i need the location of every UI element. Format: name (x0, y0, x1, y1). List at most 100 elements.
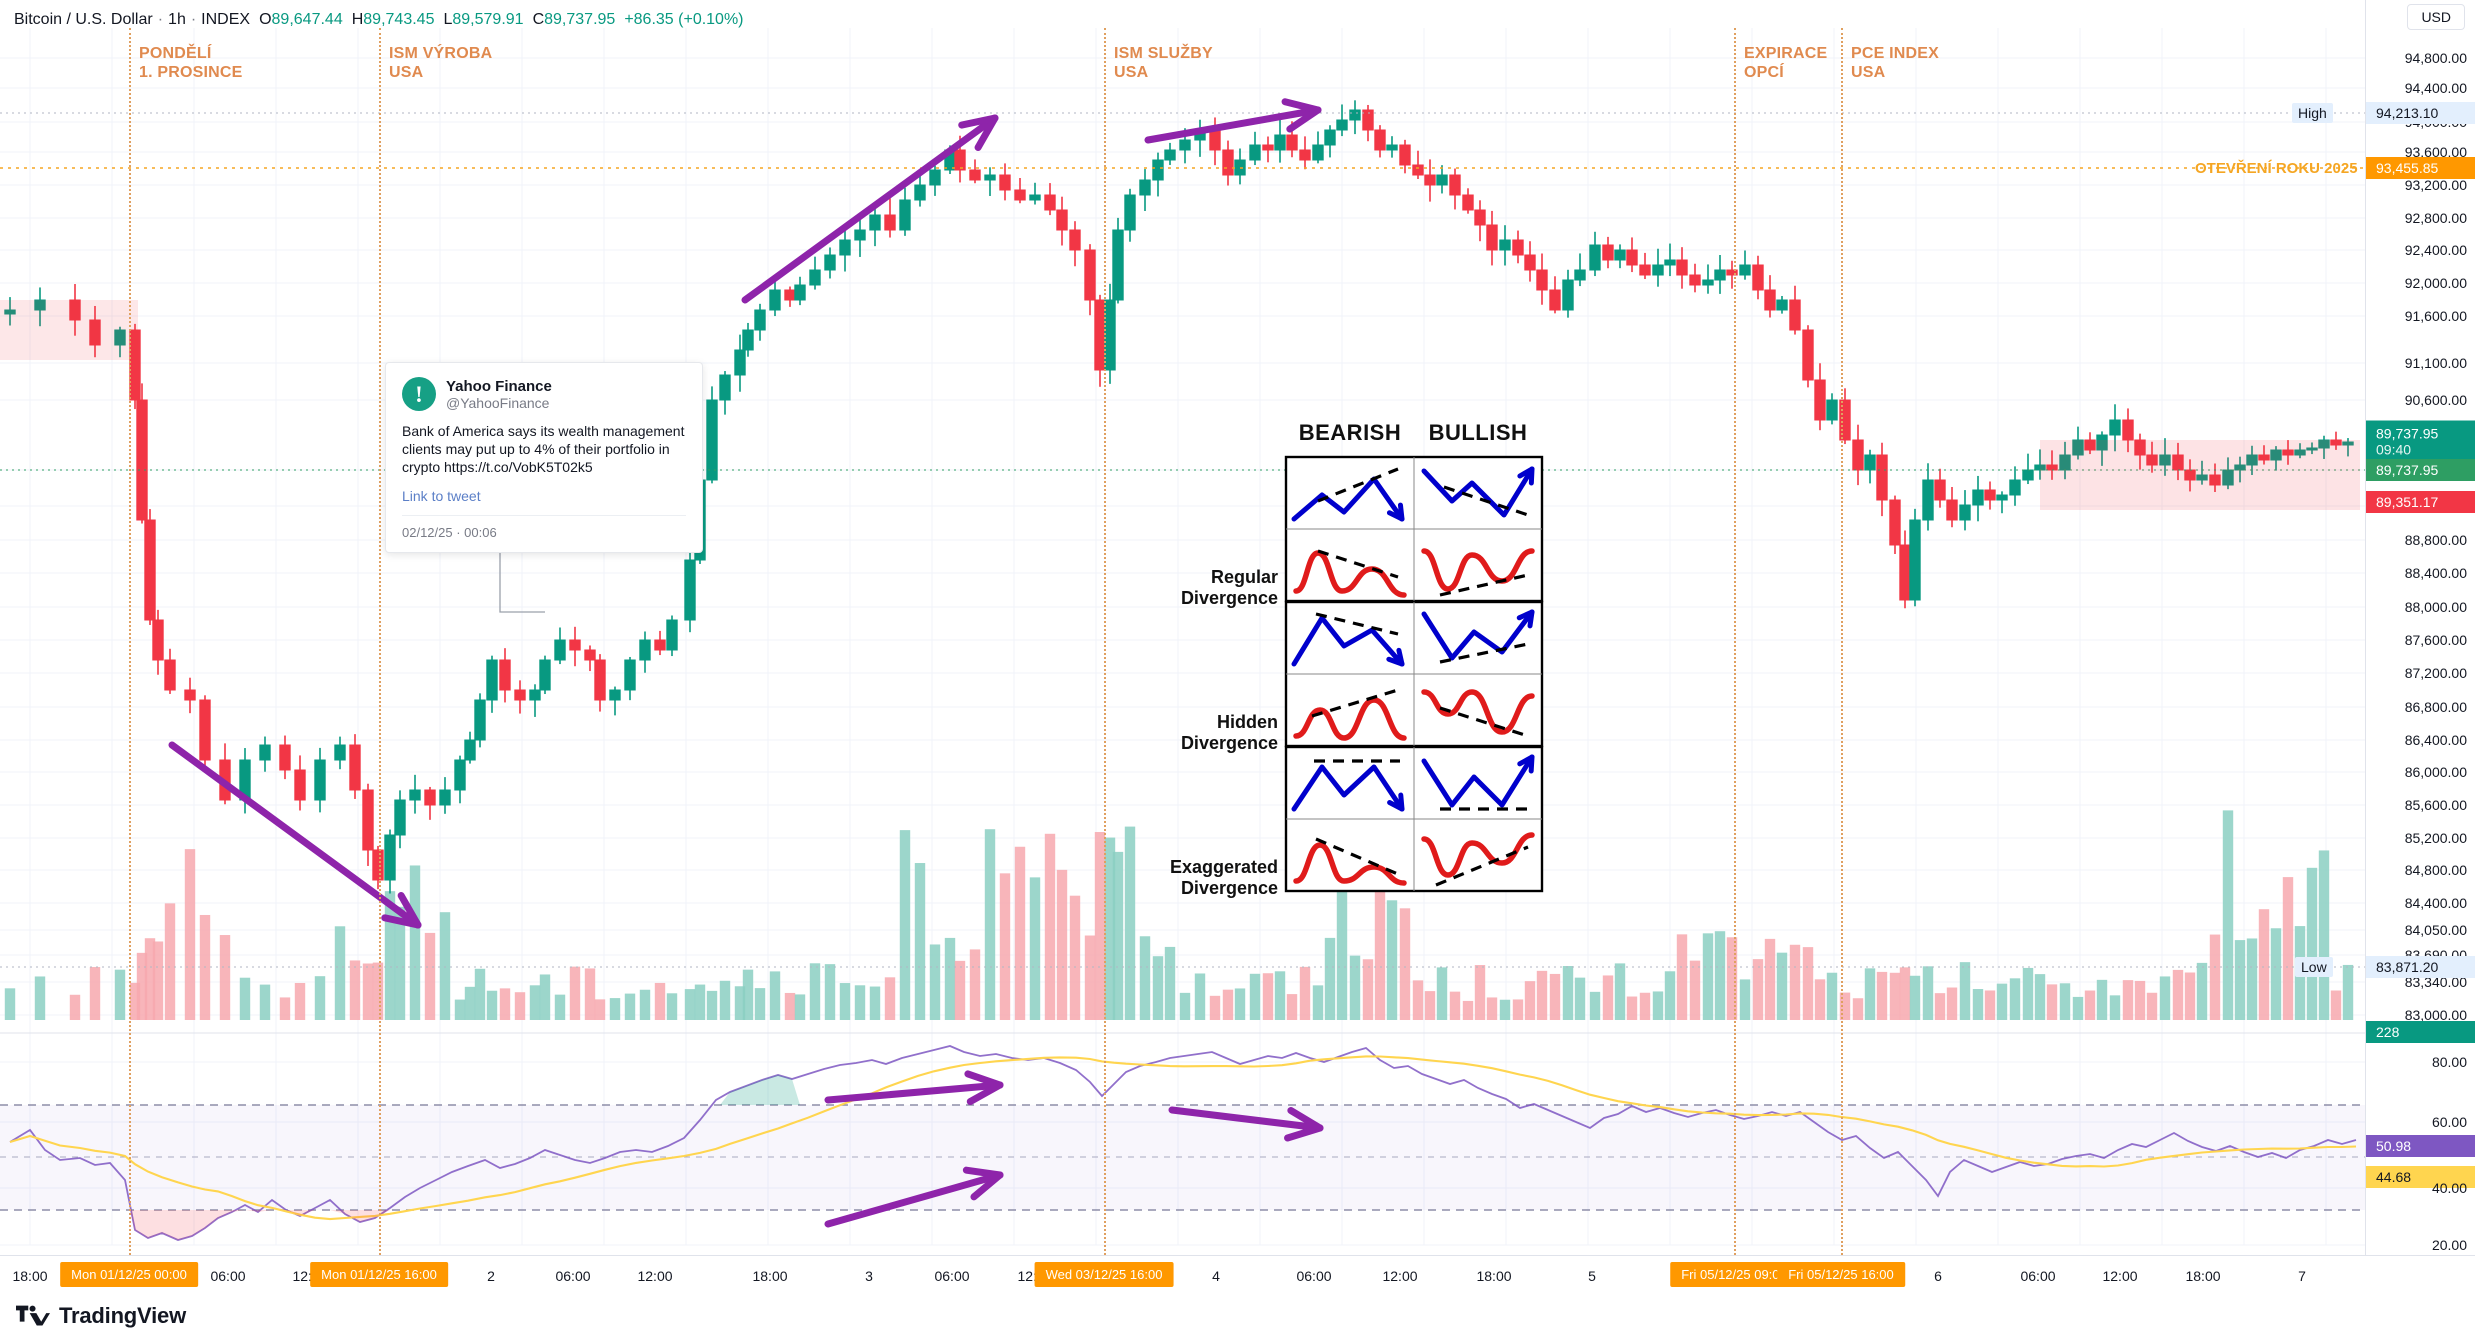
legend-close-value: 89,737.95 (544, 11, 616, 28)
price-axis[interactable]: USD 94,800.0094,400.0094,000.0093,600.00… (2365, 0, 2475, 1255)
event-label: ISM VÝROBA USA (389, 44, 492, 82)
annotation-arrow-price-up-2[interactable] (1144, 98, 1322, 144)
legend-open-label: O (259, 11, 272, 28)
time-axis[interactable]: 18:00 Mon 01/12/25 00:00 06:00 12:00 Mon 01/… (0, 1255, 2475, 1300)
price-tick-label: 86,000.00 (2404, 764, 2467, 780)
time-axis-label: 18:00 (752, 1268, 788, 1284)
event-label-line2: OPCÍ (1744, 64, 1784, 81)
chart-legend[interactable]: Bitcoin / U.S. Dollar · 1h · INDEX O89,6… (14, 9, 744, 31)
legend-open-value: 89,647.44 (271, 11, 343, 28)
event-label-line1: ISM SLUŽBY (1114, 45, 1213, 62)
time-axis-date-badge: Mon 01/12/25 16:00 (310, 1262, 448, 1287)
time-axis-label: 3 (865, 1268, 873, 1284)
time-axis-label: 12:00 (2102, 1268, 2138, 1284)
time-axis-label: 5 (1588, 1268, 1596, 1284)
annotation-arrow-rsi-3[interactable] (824, 1166, 1004, 1228)
annotation-arrow-rsi-1[interactable] (824, 1070, 1004, 1106)
legend-sep-1: · (157, 11, 164, 28)
event-vertical-line[interactable] (379, 28, 381, 1255)
event-vertical-line[interactable] (1841, 28, 1843, 1255)
legend-low-value: 89,579.91 (452, 11, 524, 28)
annotation-arrow-price-up-1[interactable] (741, 114, 999, 304)
price-tick-label: 85,200.00 (2404, 830, 2467, 846)
price-tick-label: 88,400.00 (2404, 565, 2467, 581)
legend-high-value: 89,743.45 (363, 11, 435, 28)
tweet-text: Bank of America says its wealth manageme… (402, 423, 685, 475)
high-tag: High (2292, 103, 2333, 123)
rsi-moving-average-line (9, 1055, 2357, 1221)
last-price-time: 09:40 (2376, 441, 2412, 458)
volume-badge: 228 (2366, 1021, 2475, 1043)
divergence-diagram-graphics (1284, 455, 1544, 893)
tweet-header: ! Yahoo Finance @YahooFinance (402, 377, 686, 411)
price-badge-bid: 89,351.17 (2366, 491, 2475, 513)
time-axis-label: 06:00 (934, 1268, 970, 1284)
price-tick-label: 83,340.00 (2404, 974, 2467, 990)
tweet-divider (402, 515, 686, 516)
divergence-row-label-hidden: Hidden Divergence (1180, 712, 1278, 753)
price-badge-low: 83,871.20 (2366, 956, 2475, 978)
price-tick-label: 85,600.00 (2404, 797, 2467, 813)
price-tick-label: 86,400.00 (2404, 732, 2467, 748)
tradingview-logo[interactable]: TradingView (16, 1303, 186, 1329)
price-badge-last-price: 89,737.95 09:40 (2366, 420, 2475, 460)
legend-symbol[interactable]: Bitcoin / U.S. Dollar (14, 11, 153, 28)
event-vertical-line[interactable] (129, 28, 131, 1255)
event-label: ISM SLUŽBY USA (1114, 44, 1213, 82)
price-tick-label: 86,800.00 (2404, 699, 2467, 715)
price-axis-currency[interactable]: USD (2407, 4, 2465, 30)
rsi-panel-canvas[interactable] (0, 0, 2365, 1255)
rsi-tick-label: 20.00 (2431, 1237, 2467, 1253)
event-label: EXPIRACE OPCÍ (1744, 44, 1827, 82)
tweet-timestamp: 02/12/25 · 00:06 (402, 525, 497, 540)
divergence-cheatsheet-overlay[interactable]: BEARISH BULLISH Regular Divergence Hidde… (1143, 420, 1563, 898)
price-badge-close: 89,737.95 (2366, 459, 2475, 481)
last-price-value: 89,737.95 (2376, 425, 2439, 442)
divergence-row-label-regular: Regular Divergence (1180, 567, 1278, 608)
price-tick-label: 94,800.00 (2404, 50, 2467, 66)
time-axis-label: 12:00 (1382, 1268, 1418, 1284)
event-label-line2: 1. PROSINCE (139, 64, 243, 81)
price-tick-label: 84,400.00 (2404, 895, 2467, 911)
price-tick-label: 87,200.00 (2404, 665, 2467, 681)
price-tick-label: 92,800.00 (2404, 210, 2467, 226)
annotation-arrow-rsi-2[interactable] (1168, 1106, 1324, 1142)
annotation-arrow-layer[interactable] (0, 0, 2365, 1255)
time-axis-label: 06:00 (210, 1268, 246, 1284)
rsi-badge-value: 50.98 (2366, 1135, 2475, 1157)
time-axis-date-badge: Mon 01/12/25 00:00 (60, 1262, 198, 1287)
time-axis-label: 06:00 (555, 1268, 591, 1284)
legend-sep-2: · (190, 11, 197, 28)
tweet-stem-path (499, 530, 545, 613)
annotation-arrow-price-down-left[interactable] (168, 741, 422, 929)
time-axis-label: 7 (2298, 1268, 2306, 1284)
price-tick-label: 91,600.00 (2404, 308, 2467, 324)
legend-exchange: INDEX (201, 11, 251, 28)
time-axis-label: 18:00 (12, 1268, 48, 1284)
event-label-line1: PCE INDEX (1851, 45, 1940, 62)
event-label-line2: USA (1851, 64, 1886, 81)
legend-interval[interactable]: 1h (168, 11, 186, 28)
price-tick-label: 90,600.00 (2404, 392, 2467, 408)
event-vertical-line[interactable] (1104, 28, 1106, 1255)
price-chart-canvas[interactable] (0, 0, 2365, 1255)
tweet-link[interactable]: Link to tweet (402, 488, 481, 504)
event-label-line1: EXPIRACE (1744, 45, 1828, 62)
price-badge-year-open: 93,455.85 (2366, 157, 2475, 179)
price-tick-label: 94,400.00 (2404, 80, 2467, 96)
event-vertical-line[interactable] (1734, 28, 1736, 1255)
legend-low-label: L (443, 11, 453, 28)
event-label: PONDĚLÍ 1. PROSINCE (139, 44, 243, 82)
time-axis-label: 12:00 (637, 1268, 673, 1284)
time-axis-label: 4 (1212, 1268, 1220, 1284)
price-badge-high: 94,213.10 (2366, 102, 2475, 124)
price-tick-label: 88,800.00 (2404, 532, 2467, 548)
tradingview-wordmark: TradingView (59, 1303, 186, 1328)
time-axis-label: 06:00 (1296, 1268, 1332, 1284)
time-axis-date-badge: Fri 05/12/25 16:00 (1777, 1262, 1905, 1287)
event-label-line2: USA (1114, 64, 1149, 81)
price-tick-label: 91,100.00 (2404, 355, 2467, 371)
yahoo-finance-avatar-icon: ! (402, 377, 436, 411)
tweet-card[interactable]: ! Yahoo Finance @YahooFinance Bank of Am… (385, 362, 703, 553)
price-tick-label: 93,600.00 (2404, 144, 2467, 160)
